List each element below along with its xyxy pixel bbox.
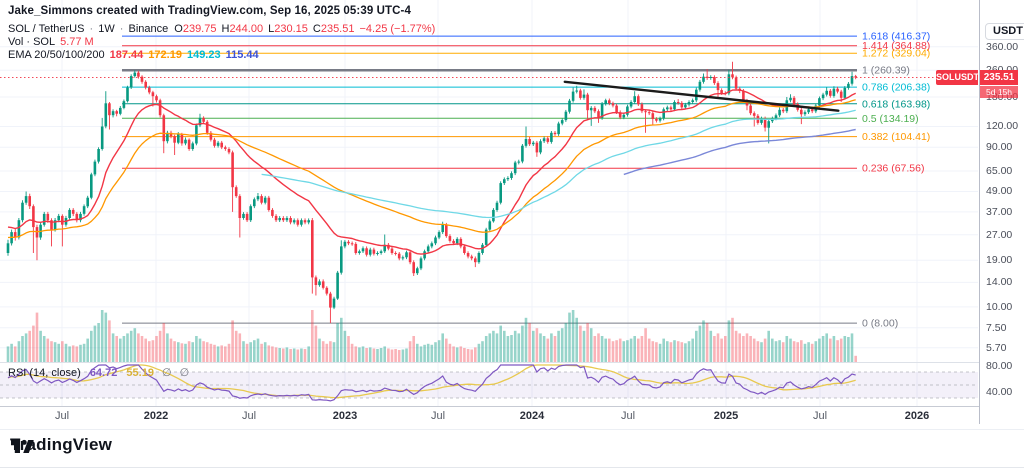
ema-legend-row[interactable]: EMA 20/50/100/200 187.44 172.19 149.23 115.4…: [8, 49, 437, 61]
chart-legend[interactable]: SOL / TetherUS · 1W · Binance O239.75 H244…: [8, 24, 437, 63]
time-tick-label: 2022: [143, 410, 169, 422]
price-tick-label: 360.00: [986, 41, 1019, 53]
tradingview-logo-icon: [11, 439, 34, 453]
pane-separators: [0, 362, 1024, 407]
price-chart-canvas[interactable]: 1.618 (416.37)1.414 (364.88)1.272 (329.0…: [0, 0, 1024, 430]
time-tick-label: Jul: [812, 410, 828, 422]
ohlc-key: O: [174, 23, 183, 35]
currency-button[interactable]: USDT: [985, 23, 1024, 40]
fib-retracement[interactable]: [122, 35, 857, 324]
legend-exchange: Binance: [128, 23, 169, 35]
price-scale[interactable]: USDT 360.00260.00180.00120.0090.0065.004…: [979, 0, 1024, 424]
legend-separator: ·: [116, 23, 127, 35]
time-tick-label: Jul: [620, 410, 636, 422]
candles: [6, 61, 857, 324]
legend-symbol-title: SOL / TetherUS: [8, 23, 85, 35]
ohlc-value: 230.15: [274, 23, 308, 35]
fib-level-label: 0.236 (67.56): [862, 163, 924, 175]
fib-level-label: 1.272 (329.04): [862, 48, 930, 60]
rsi-value: 64.72: [89, 367, 118, 379]
price-tick-label: 10.00: [986, 301, 1013, 313]
bar-countdown-badge: 5d 15h: [980, 86, 1018, 98]
volume-label: Vol · SOL: [8, 36, 56, 48]
ema-value: 115.44: [225, 49, 259, 61]
time-tick-label: Jul: [430, 410, 446, 422]
rsi-lines: [7, 364, 856, 402]
ema-value: 187.44: [109, 49, 144, 61]
time-tick-label: 2024: [519, 410, 545, 422]
fib-level-label: 0 (8.00): [862, 318, 898, 330]
ohlc-value: 244.00: [229, 23, 264, 35]
tradingview-logo-text: TradingView: [10, 435, 113, 454]
symbol-price-badge: SOLUSDT: [936, 70, 979, 85]
trendline-drawing[interactable]: [563, 80, 840, 112]
fib-level-label: 0.382 (104.41): [862, 131, 930, 143]
price-tick-label: 27.00: [986, 229, 1013, 241]
price-tick-label: 14.00: [986, 276, 1013, 288]
fib-labels: 1.618 (416.37)1.414 (364.88)1.272 (329.0…: [862, 31, 930, 330]
time-tick-label: Jul: [241, 410, 257, 422]
rsi-hide-icon[interactable]: ∅: [162, 367, 172, 379]
fib-level-label: 1.414 (364.88): [862, 40, 930, 52]
price-tick-label: 19.00: [986, 254, 1013, 266]
rsi-tick-label: 80.00: [986, 360, 1013, 372]
volume-legend-row[interactable]: Vol · SOL 5.77 M: [8, 36, 437, 48]
fib-level-label: 0.5 (134.19): [862, 113, 919, 125]
price-tick-label: 120.00: [986, 120, 1019, 132]
legend-change: −4.25 (−1.77%): [359, 23, 436, 35]
volume-value: 5.77 M: [60, 36, 94, 48]
fib-level-label: 1.618 (416.37): [862, 31, 930, 43]
ema-label: EMA 20/50/100/200: [8, 49, 105, 61]
price-tick-label: 49.00: [986, 185, 1013, 197]
ema-lines: [7, 89, 857, 255]
ohlc-key: L: [268, 23, 275, 35]
ohlc-value: 239.75: [182, 23, 217, 35]
rsi-settings-icon[interactable]: ∅: [179, 367, 190, 379]
price-tick-label: 90.00: [986, 141, 1013, 153]
legend-separator: ·: [86, 23, 97, 35]
ohlc-key: H: [221, 23, 230, 35]
tradingview-logo[interactable]: TradingView: [10, 435, 112, 455]
fib-level-label: 0.618 (163.98): [862, 98, 930, 110]
time-tick-label: Jul: [54, 410, 70, 422]
time-tick-label: 2025: [713, 410, 739, 422]
rsi-label: RSI (14, close): [8, 367, 81, 379]
widget-bottom-border: [0, 429, 1024, 430]
ohlc-value: 235.51: [320, 23, 355, 35]
page-bottom-border: [0, 467, 1024, 468]
fib-level-label: 0.786 (206.38): [862, 82, 930, 94]
price-tick-label: 5.70: [986, 342, 1007, 354]
credit-text: Jake_Simmons created with TradingView.co…: [8, 5, 411, 17]
price-tick-label: 65.00: [986, 165, 1013, 177]
volume-bars: [6, 310, 857, 362]
rsi-tick-label: 40.00: [986, 386, 1013, 398]
ema-value: 172.19: [148, 49, 182, 61]
time-tick-label: 2026: [904, 410, 930, 422]
price-tick-label: 7.50: [986, 322, 1007, 334]
last-price-badge: 235.51: [980, 70, 1018, 85]
time-tick-label: 2023: [332, 410, 358, 422]
time-scale[interactable]: Jul 2022 Jul 2023 Jul 2024 Jul 2025 Jul 2026: [0, 407, 979, 424]
rsi-ma-value: 55.19: [126, 367, 154, 379]
legend-interval: 1W: [98, 23, 115, 35]
fib-level-label: 1 (260.39): [862, 65, 910, 77]
ema-value: 149.23: [186, 49, 221, 61]
ohlc-key: C: [312, 23, 321, 35]
rsi-legend-row[interactable]: RSI (14, close) 64.72 55.19 ∅ ∅: [8, 366, 189, 379]
symbol-legend-row[interactable]: SOL / TetherUS · 1W · Binance O239.75 H244…: [8, 23, 437, 35]
price-tick-label: 37.00: [986, 206, 1013, 218]
